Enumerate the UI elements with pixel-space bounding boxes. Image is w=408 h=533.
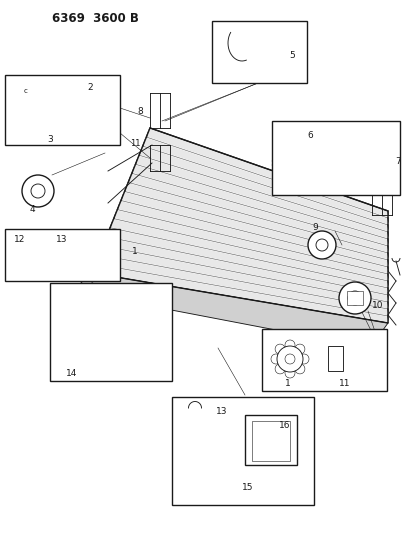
- Text: 7: 7: [395, 157, 401, 166]
- Circle shape: [43, 116, 57, 130]
- Polygon shape: [72, 273, 388, 348]
- Polygon shape: [93, 264, 389, 322]
- Text: 6369  3600 B: 6369 3600 B: [52, 12, 139, 26]
- Polygon shape: [133, 165, 389, 246]
- Bar: [272, 121, 400, 195]
- Circle shape: [62, 95, 82, 115]
- Text: c: c: [24, 88, 28, 94]
- Circle shape: [43, 252, 61, 270]
- Polygon shape: [322, 353, 358, 361]
- Bar: [5, 229, 120, 281]
- Circle shape: [285, 354, 295, 364]
- Circle shape: [299, 354, 309, 364]
- Circle shape: [277, 346, 303, 372]
- Polygon shape: [126, 183, 389, 260]
- Text: 1: 1: [285, 378, 291, 387]
- Circle shape: [285, 368, 295, 378]
- Circle shape: [344, 147, 360, 163]
- Text: 15: 15: [242, 483, 254, 492]
- Text: 2: 2: [87, 84, 93, 93]
- Circle shape: [85, 303, 95, 313]
- Bar: [328, 346, 343, 371]
- Polygon shape: [107, 228, 389, 295]
- Polygon shape: [111, 219, 389, 287]
- Bar: [347, 291, 363, 305]
- Circle shape: [275, 364, 285, 374]
- Text: 9: 9: [312, 223, 318, 232]
- Circle shape: [285, 340, 295, 350]
- Polygon shape: [92, 128, 388, 323]
- Circle shape: [290, 145, 310, 165]
- Circle shape: [78, 296, 102, 320]
- Text: 5: 5: [289, 51, 295, 60]
- Text: 16: 16: [279, 421, 291, 430]
- Circle shape: [196, 424, 214, 442]
- Polygon shape: [122, 192, 389, 266]
- Polygon shape: [56, 341, 162, 365]
- Circle shape: [31, 184, 45, 198]
- Polygon shape: [104, 237, 389, 302]
- Polygon shape: [144, 138, 389, 224]
- Polygon shape: [60, 291, 118, 328]
- Circle shape: [308, 231, 336, 259]
- Polygon shape: [118, 201, 389, 273]
- Circle shape: [348, 291, 362, 305]
- Bar: [245, 415, 297, 465]
- Circle shape: [109, 348, 115, 354]
- Text: 13: 13: [56, 235, 68, 244]
- Circle shape: [22, 175, 54, 207]
- Circle shape: [89, 348, 95, 354]
- Text: 3: 3: [47, 135, 53, 144]
- Polygon shape: [147, 128, 389, 217]
- Polygon shape: [100, 246, 389, 309]
- Circle shape: [256, 45, 268, 57]
- Circle shape: [69, 348, 75, 354]
- Polygon shape: [137, 156, 389, 238]
- Polygon shape: [45, 251, 72, 275]
- Circle shape: [271, 354, 281, 364]
- Bar: [212, 21, 307, 83]
- Circle shape: [295, 344, 305, 354]
- Circle shape: [377, 150, 387, 160]
- Polygon shape: [115, 210, 389, 280]
- Text: 12: 12: [14, 235, 26, 244]
- Circle shape: [295, 364, 305, 374]
- Text: 6: 6: [307, 132, 313, 141]
- Circle shape: [147, 348, 153, 354]
- Polygon shape: [280, 135, 322, 175]
- Polygon shape: [97, 255, 389, 316]
- Circle shape: [339, 282, 371, 314]
- Bar: [5, 75, 120, 145]
- Text: 1: 1: [132, 246, 138, 255]
- Text: 4: 4: [29, 206, 35, 214]
- Circle shape: [279, 475, 291, 487]
- Bar: [262, 329, 387, 391]
- Polygon shape: [140, 147, 389, 231]
- Text: 8: 8: [137, 107, 143, 116]
- Bar: [172, 397, 314, 505]
- Text: 13: 13: [216, 407, 228, 416]
- Circle shape: [68, 101, 76, 109]
- Text: 10: 10: [372, 301, 384, 310]
- Circle shape: [248, 464, 256, 472]
- Text: 11: 11: [130, 139, 140, 148]
- Polygon shape: [129, 174, 389, 253]
- Circle shape: [47, 120, 53, 126]
- Bar: [50, 283, 172, 381]
- Circle shape: [129, 348, 135, 354]
- Text: 14: 14: [67, 368, 78, 377]
- Text: 11: 11: [339, 378, 351, 387]
- Circle shape: [316, 239, 328, 251]
- Circle shape: [275, 344, 285, 354]
- Polygon shape: [182, 415, 225, 451]
- Bar: [252, 421, 290, 461]
